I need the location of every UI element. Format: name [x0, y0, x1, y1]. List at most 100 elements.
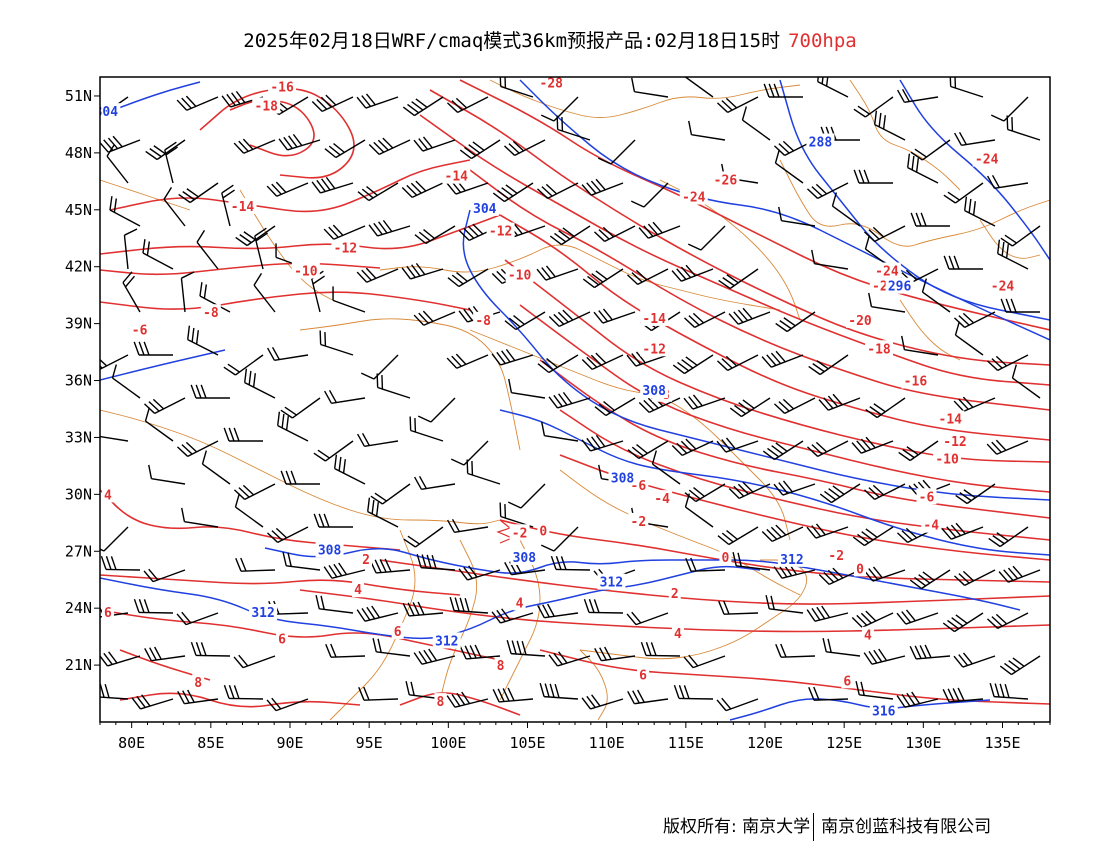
- wind-barb: [100, 354, 129, 371]
- isotherm-line: [100, 574, 461, 596]
- title-main: 2025年02月18日WRF/cmaq模式36km预报产品:02月18日15时: [243, 30, 781, 52]
- contour-label-bg: [972, 150, 1001, 167]
- wind-barb: [356, 93, 399, 109]
- contour-label: -8: [203, 306, 219, 321]
- wind-barb: [627, 440, 669, 460]
- wind-barb: [626, 351, 669, 367]
- wind-barb: [491, 348, 534, 366]
- contour-label: 4: [516, 596, 524, 611]
- isotherm-line: [299, 589, 1050, 633]
- wind-barb: [673, 684, 714, 700]
- contour-label-bg: [933, 450, 962, 467]
- wind-barb: [581, 694, 624, 710]
- contour-label-bg: [640, 340, 669, 357]
- wind-barb: [556, 115, 591, 141]
- contour-label-bg: [360, 550, 372, 567]
- wind-barb: [324, 139, 366, 159]
- wind-barb: [416, 553, 456, 571]
- contour-label: 4: [104, 488, 112, 503]
- x-tick-label: 80E: [118, 734, 145, 752]
- wind-barb: [863, 225, 906, 243]
- contour-label: 308: [513, 551, 537, 566]
- copyright: 版权所有: 南京大学 南京创蓝科技有限公司: [663, 812, 991, 841]
- wind-barb: [717, 526, 759, 546]
- wind-barb: [683, 311, 726, 329]
- height-contour-line: [779, 79, 1050, 321]
- axes: 80E 85E 90E 95E 100E 105E 110E 115E 120E 125E 130E…: [65, 87, 1051, 752]
- wind-barb: [446, 691, 489, 708]
- contour-label-bg: [505, 266, 534, 283]
- contour-label: 312: [780, 553, 803, 568]
- map-title: 2025年02月18日WRF/cmaq模式36km预报产品:02月18日15时 7…: [0, 26, 1100, 53]
- wind-barb: [506, 639, 546, 657]
- wind-barb: [357, 182, 399, 202]
- wind-barb: [998, 565, 1041, 583]
- contour-label-bg: [640, 309, 669, 326]
- contour-label: -24: [682, 191, 706, 206]
- contour-label-bg: [652, 490, 673, 507]
- wind-barb: [540, 96, 579, 122]
- wind-barb: [684, 493, 714, 528]
- y-tick-label: 45N: [65, 201, 92, 219]
- contour-label-bg: [391, 622, 404, 639]
- border-line: [489, 79, 801, 118]
- contour-label-bg: [331, 239, 360, 256]
- wind-barb: [987, 174, 1029, 190]
- contour-label: -10: [294, 265, 318, 280]
- contour-label-bg: [941, 433, 969, 450]
- wind-barb: [851, 610, 894, 629]
- wind-barb: [447, 268, 489, 288]
- wind-barb: [921, 278, 951, 313]
- contour-label: 6: [843, 674, 851, 689]
- wind-barb: [100, 135, 141, 153]
- height-contour-line: [264, 547, 1021, 611]
- contour-label-bg: [719, 548, 732, 565]
- wind-barb: [367, 497, 399, 528]
- wind-barb: [817, 77, 849, 98]
- border-line: [100, 179, 191, 211]
- y-tick-label: 36N: [65, 372, 92, 390]
- border-line: [899, 299, 961, 361]
- contour-label: -24: [991, 280, 1015, 295]
- plot-frame: [99, 76, 1051, 723]
- wind-barb: [761, 524, 804, 543]
- contour-label: 6: [278, 633, 286, 648]
- contour-label-bg: [861, 626, 874, 643]
- wind-barb: [414, 475, 456, 491]
- contour-label: 2: [362, 553, 370, 568]
- wind-barb: [986, 439, 1029, 455]
- wind-barb: [631, 77, 669, 98]
- isotherm-line: [539, 649, 1050, 705]
- contour-label-bg: [268, 78, 297, 95]
- contour-label-bg: [826, 547, 847, 564]
- wind-barb: [729, 397, 771, 418]
- wind-barb: [144, 407, 174, 442]
- wind-barb: [539, 682, 579, 700]
- wind-barb: [106, 143, 129, 184]
- wind-barb: [323, 562, 366, 579]
- wind-barb: [325, 643, 366, 658]
- contour-label: -16: [904, 375, 928, 390]
- copyright-divider: [813, 813, 815, 841]
- wind-barb: [671, 438, 714, 457]
- wind-barb: [414, 225, 456, 245]
- contour-label-bg: [101, 486, 114, 503]
- wind-barb: [683, 394, 726, 410]
- wind-barb: [728, 307, 771, 325]
- contour-label-bg: [228, 198, 257, 214]
- wind-barb: [234, 493, 264, 528]
- wind-barb: [997, 239, 1029, 270]
- wind-barb: [223, 684, 264, 700]
- wind-barb: [536, 265, 579, 281]
- contour-label-bg: [486, 222, 515, 239]
- contour-label: -2: [631, 515, 647, 530]
- wind-barb: [672, 354, 714, 375]
- pressure-level: 700hpa: [788, 30, 857, 52]
- contour-label: -4: [923, 519, 939, 534]
- contour-label-bg: [509, 524, 530, 541]
- wind-barb: [808, 686, 849, 701]
- wind-barb: [466, 459, 501, 485]
- wind-barb: [315, 595, 354, 614]
- wind-barb: [819, 483, 861, 504]
- wind-barb: [413, 648, 456, 665]
